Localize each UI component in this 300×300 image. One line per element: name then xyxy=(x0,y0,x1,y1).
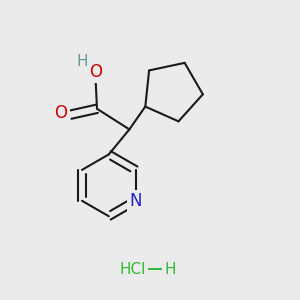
Text: N: N xyxy=(129,192,142,210)
Text: H: H xyxy=(165,262,176,277)
Text: O: O xyxy=(55,104,68,122)
Text: HCl: HCl xyxy=(119,262,146,277)
Text: H: H xyxy=(76,54,88,69)
Text: O: O xyxy=(89,63,102,81)
